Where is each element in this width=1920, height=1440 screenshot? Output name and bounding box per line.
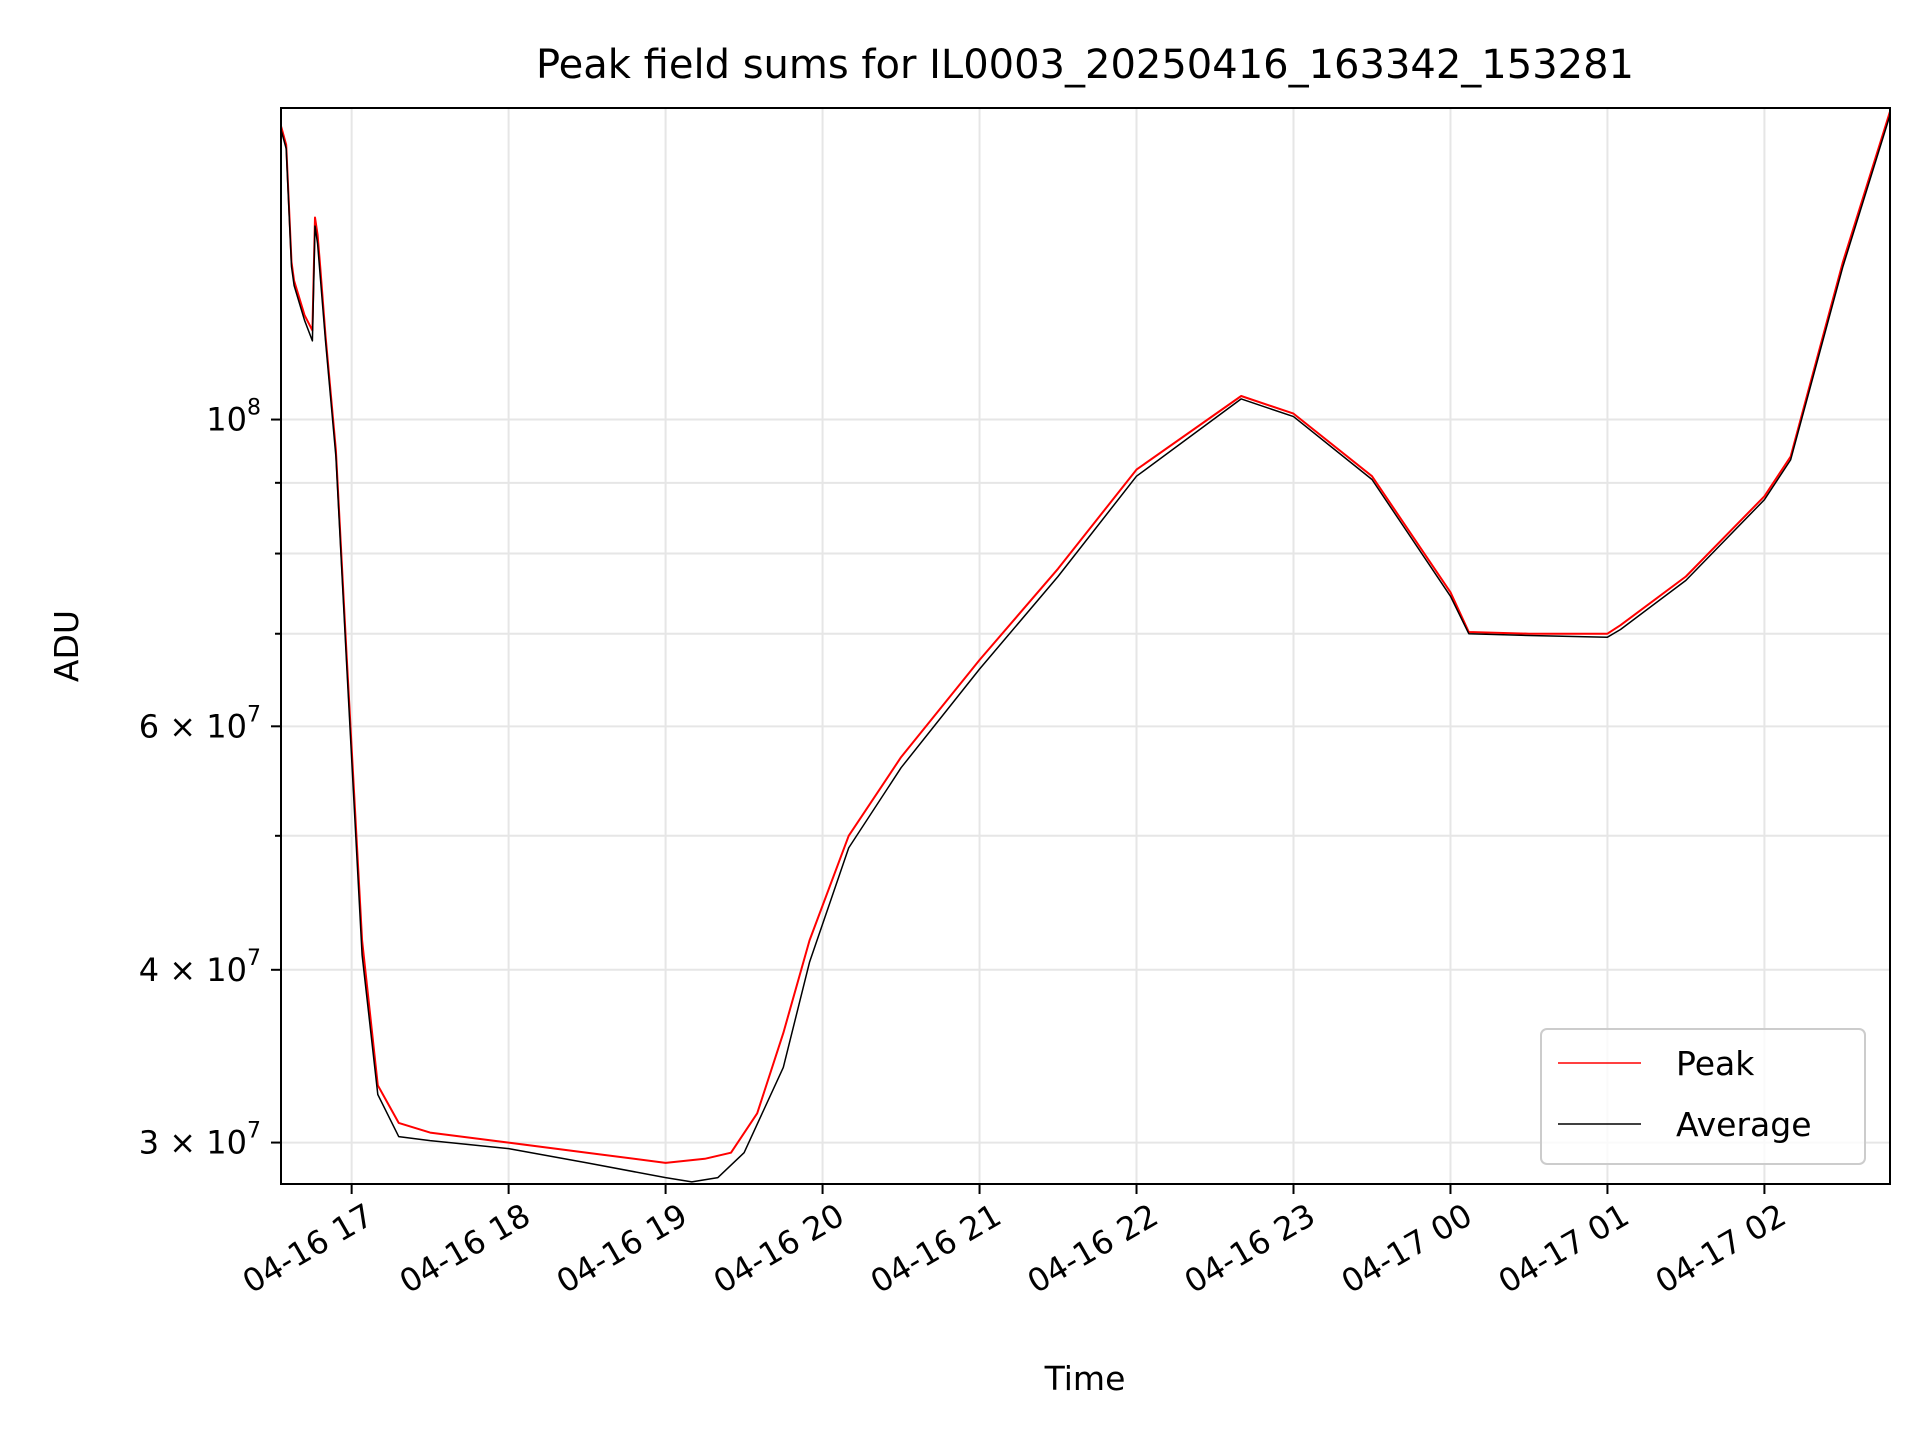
x-tick-label: 04-16 22 bbox=[1021, 1196, 1165, 1301]
x-tick-label: 04-16 18 bbox=[393, 1196, 537, 1301]
y-tick-label: 6 × 107 bbox=[139, 702, 261, 745]
grid-lines bbox=[281, 108, 1890, 1184]
x-tick-label: 04-16 17 bbox=[236, 1196, 380, 1301]
x-tick-label: 04-17 00 bbox=[1335, 1196, 1479, 1301]
x-axis-label: Time bbox=[1044, 1359, 1126, 1398]
axis-ticks: 04-16 17 04-16 18 04-16 19 04-16 20 04-16 21… bbox=[139, 396, 1793, 1301]
x-tick-label: 04-16 19 bbox=[550, 1196, 694, 1301]
y-tick-label: 108 bbox=[206, 396, 261, 439]
y-tick-label: 3 × 107 bbox=[139, 1119, 261, 1162]
x-tick-label: 04-16 23 bbox=[1178, 1196, 1322, 1301]
y-axis-label: ADU bbox=[47, 610, 86, 682]
x-tick-label: 04-17 01 bbox=[1492, 1196, 1636, 1301]
x-tick-label: 04-16 20 bbox=[707, 1196, 851, 1301]
legend-label-peak: Peak bbox=[1676, 1044, 1755, 1083]
x-tick-label: 04-17 02 bbox=[1649, 1196, 1793, 1301]
legend: Peak Average bbox=[1540, 1028, 1866, 1165]
plot-frame bbox=[280, 107, 1891, 1185]
legend-label-average: Average bbox=[1676, 1105, 1812, 1144]
chart-title: Peak field sums for IL0003_20250416_1633… bbox=[536, 42, 1634, 88]
y-tick-label: 4 × 107 bbox=[139, 946, 261, 989]
x-tick-label: 04-16 21 bbox=[864, 1196, 1008, 1301]
series-layer bbox=[280, 111, 1891, 1183]
series-line-peak bbox=[280, 111, 1891, 1164]
series-line-average bbox=[280, 114, 1891, 1183]
